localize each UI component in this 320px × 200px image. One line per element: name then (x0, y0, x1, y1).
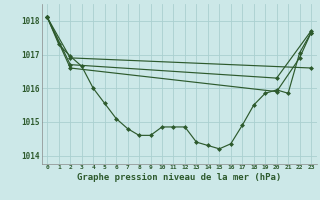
X-axis label: Graphe pression niveau de la mer (hPa): Graphe pression niveau de la mer (hPa) (77, 173, 281, 182)
